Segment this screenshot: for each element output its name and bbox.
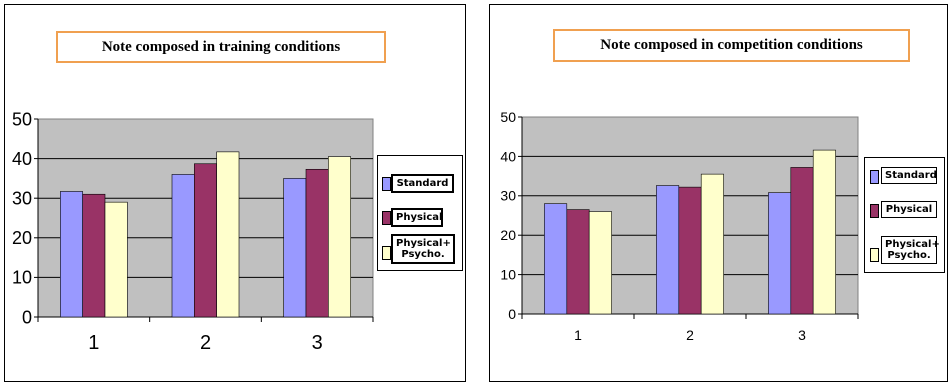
y-tick-label: 30 (12, 189, 32, 209)
bar (60, 191, 83, 318)
x-tick-label: 3 (798, 327, 806, 343)
chart-competition: Note composed in competition conditions … (489, 4, 948, 382)
bar (544, 203, 568, 315)
bar (305, 168, 329, 318)
x-tick-label: 3 (312, 332, 323, 354)
bar (700, 173, 724, 315)
x-tick-label: 1 (88, 332, 99, 354)
bar (216, 151, 240, 318)
chart-plot: 0 10 20 30 40 50 1 2 3 (12, 109, 374, 354)
chart-plot: 0 10 20 30 40 50 1 2 3 (500, 109, 859, 343)
chart-training: Note composed in training conditions 0 10… (4, 4, 466, 382)
legend-label: Standard (881, 167, 937, 184)
x-tick-label: 2 (200, 332, 211, 354)
bar (328, 156, 351, 318)
y-tick-label: 50 (500, 109, 516, 125)
y-tick-label: 40 (500, 148, 516, 164)
y-tick-label: 50 (12, 109, 32, 129)
chart-legend: Standard Physical Physical+ Psycho. (864, 157, 945, 273)
y-tick-label: 0 (508, 306, 516, 322)
bar (566, 209, 590, 315)
legend-label: Physical+ Psycho. (881, 236, 940, 264)
bar (790, 167, 814, 315)
y-tick-label: 30 (500, 188, 516, 204)
bar (678, 186, 702, 315)
y-tick-label: 10 (500, 267, 516, 283)
legend-label: Physical+ Psycho. (391, 234, 455, 264)
bar (171, 174, 195, 318)
chart-title: Note composed in training conditions (56, 31, 386, 63)
legend-label: Standard (391, 174, 454, 193)
legend-label: Physical (391, 208, 443, 227)
y-tick-label: 10 (12, 268, 32, 288)
chart-title: Note composed in competition conditions (553, 29, 910, 62)
bar (812, 149, 836, 315)
y-tick-label: 40 (12, 149, 32, 169)
bar (104, 201, 128, 318)
bar (656, 185, 680, 315)
y-tick-label: 20 (12, 228, 32, 248)
y-tick-label: 0 (22, 307, 32, 327)
bar (194, 163, 217, 318)
bar (768, 192, 792, 315)
y-tick-label: 20 (500, 227, 516, 243)
x-tick-label: 1 (574, 327, 582, 343)
bar (283, 178, 307, 318)
legend-label: Physical (881, 201, 937, 218)
bar (588, 211, 612, 315)
x-tick-label: 2 (686, 327, 694, 343)
chart-legend: Standard Physical Physical+ Psycho. (377, 155, 463, 271)
bar (82, 193, 106, 318)
